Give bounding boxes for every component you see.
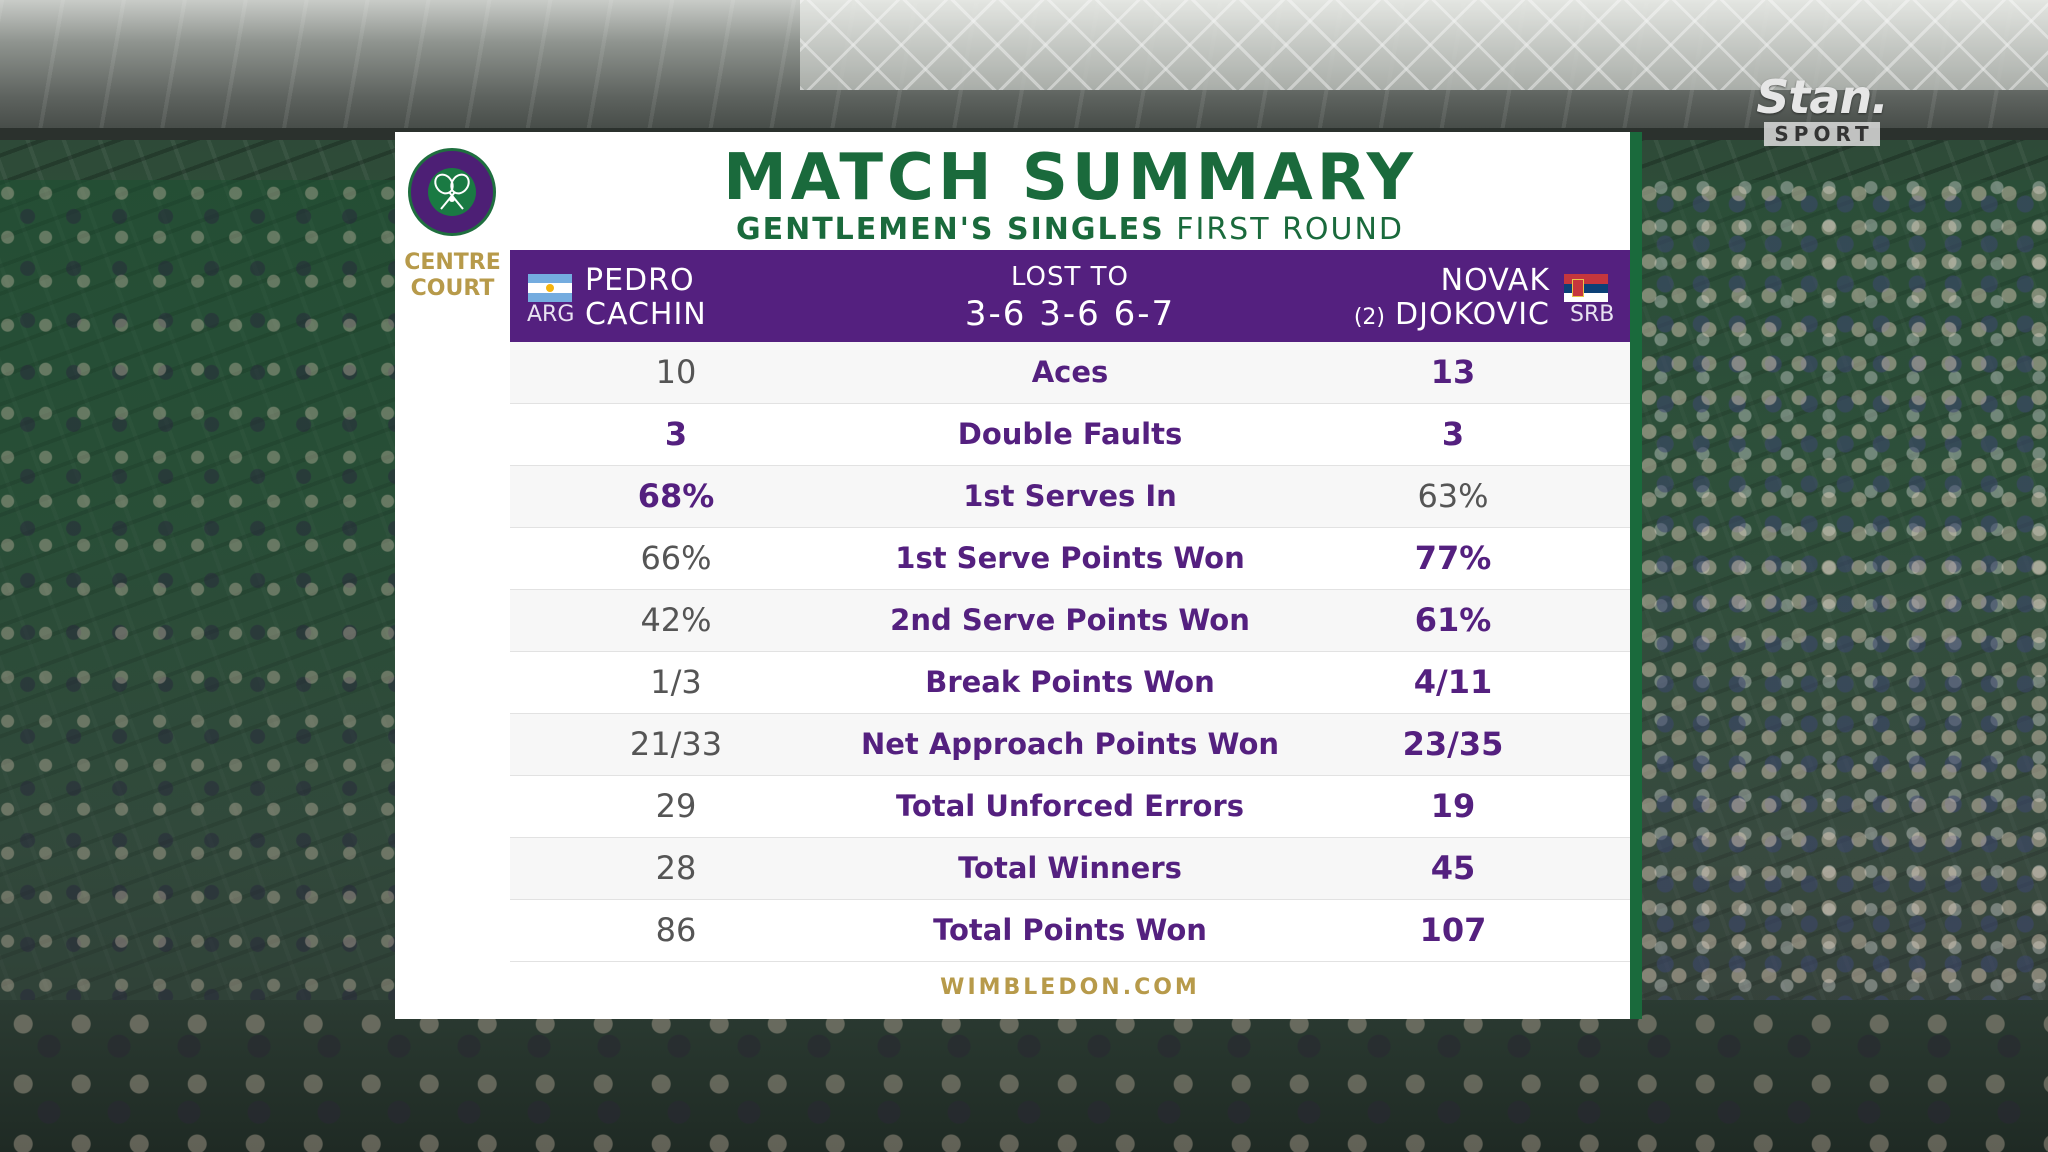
stat-row: 21/33 Net Approach Points Won 23/35 [510, 714, 1630, 776]
court-panel: CENTRE COURT [395, 132, 510, 1019]
player1-stat-value: 86 [655, 911, 697, 949]
player2-stat-value: 77% [1414, 539, 1492, 577]
player1-stat-value: 66% [640, 539, 712, 577]
crowd-bottom [0, 1000, 2048, 1152]
stat-label: 1st Serve Points Won [895, 541, 1245, 575]
stat-row: 10 Aces 13 [510, 342, 1630, 404]
stat-label: Net Approach Points Won [860, 727, 1280, 761]
player2-stat-value: 107 [1419, 911, 1487, 949]
round-name: FIRST ROUND [1176, 212, 1405, 247]
player2-stat-value: 61% [1414, 601, 1492, 639]
stat-label: Total Points Won [933, 913, 1207, 947]
player1-stat-value: 10 [655, 353, 697, 391]
championships-logo [408, 148, 496, 236]
stat-label: 2nd Serve Points Won [890, 603, 1250, 637]
player2-stat-value: 45 [1430, 849, 1476, 887]
stat-row: 3 Double Faults 3 [510, 404, 1630, 466]
player2-stat-value: 19 [1430, 787, 1476, 825]
stat-row: 42% 2nd Serve Points Won 61% [510, 590, 1630, 652]
crossed-rackets-icon [434, 173, 470, 210]
page-title: MATCH SUMMARY [723, 141, 1417, 215]
argentina-flag-icon [528, 274, 572, 302]
match-summary-board: CENTRE COURT MATCH SUMMARY GENTLEMEN'S S… [395, 132, 1642, 1019]
player1-stat-value: 3 [664, 415, 688, 453]
player1-stat-value: 68% [637, 477, 715, 515]
player2-stat-value: 13 [1430, 353, 1476, 391]
stat-row: 1/3 Break Points Won 4/11 [510, 652, 1630, 714]
crowd-right [1640, 180, 2048, 1152]
green-accent-stripe [1630, 132, 1642, 1019]
player1-stat-value: 42% [640, 601, 712, 639]
stat-label: Total Unforced Errors [896, 789, 1244, 823]
crowd-left [0, 180, 400, 1152]
broadcaster-name: Stan. [1756, 70, 1888, 124]
player2-country: SRB [1570, 302, 1615, 327]
stat-label: Aces [1031, 355, 1109, 389]
player1-stat-value: 1/3 [650, 663, 702, 701]
player1-stat-value: 29 [655, 787, 697, 825]
player2-stat-value: 23/35 [1402, 725, 1504, 763]
stats-table: 10 Aces 13 3 Double Faults 3 68% 1st Serves In 6… [510, 342, 1630, 962]
stat-row: 68% 1st Serves In 63% [510, 466, 1630, 528]
players-header: ARG PEDRO CACHIN LOST TO 3-6 3-6 6-7 NOV… [510, 250, 1630, 342]
roof-truss [800, 0, 2048, 90]
summary-panel: MATCH SUMMARY GENTLEMEN'S SINGLES FIRST … [510, 132, 1630, 1019]
player1-stat-value: 28 [655, 849, 697, 887]
broadcaster-logo: Stan. SPORT [1756, 70, 1889, 146]
player2-stat-value: 3 [1441, 415, 1465, 453]
stat-row: 66% 1st Serve Points Won 77% [510, 528, 1630, 590]
player2-stat-value: 4/11 [1413, 663, 1493, 701]
stat-label: Break Points Won [925, 665, 1215, 699]
footer-website: WIMBLEDON.COM [940, 975, 1200, 1000]
court-name: CENTRE COURT [404, 250, 501, 301]
stat-label: 1st Serves In [963, 479, 1177, 513]
stat-label: Total Winners [958, 851, 1182, 885]
player2-seed: (2) [1353, 305, 1385, 330]
stat-row: 86 Total Points Won 107 [510, 900, 1630, 962]
result-score: 3-6 3-6 6-7 [964, 294, 1176, 334]
player2-first-name: NOVAK [1440, 263, 1550, 298]
event-subtitle: GENTLEMEN'S SINGLES FIRST ROUND [510, 208, 1630, 252]
logo-inner [428, 168, 476, 216]
player1-stat-value: 21/33 [629, 725, 723, 763]
player2-stat-value: 63% [1417, 477, 1489, 515]
stat-label: Double Faults [957, 417, 1183, 451]
player1-last-name: CACHIN [585, 297, 707, 332]
player1-country: ARG [527, 302, 575, 327]
player1-first-name: PEDRO [585, 263, 695, 298]
player2-name-line: (2) DJOKOVIC [1354, 298, 1550, 335]
event-name: GENTLEMEN'S SINGLES [735, 212, 1165, 247]
stat-row: 28 Total Winners 45 [510, 838, 1630, 900]
serbia-flag-icon [1564, 274, 1608, 302]
player2-last-name: DJOKOVIC [1395, 297, 1550, 332]
broadcaster-sub: SPORT [1764, 122, 1880, 146]
result-label: LOST TO [1010, 262, 1130, 292]
stat-row: 29 Total Unforced Errors 19 [510, 776, 1630, 838]
